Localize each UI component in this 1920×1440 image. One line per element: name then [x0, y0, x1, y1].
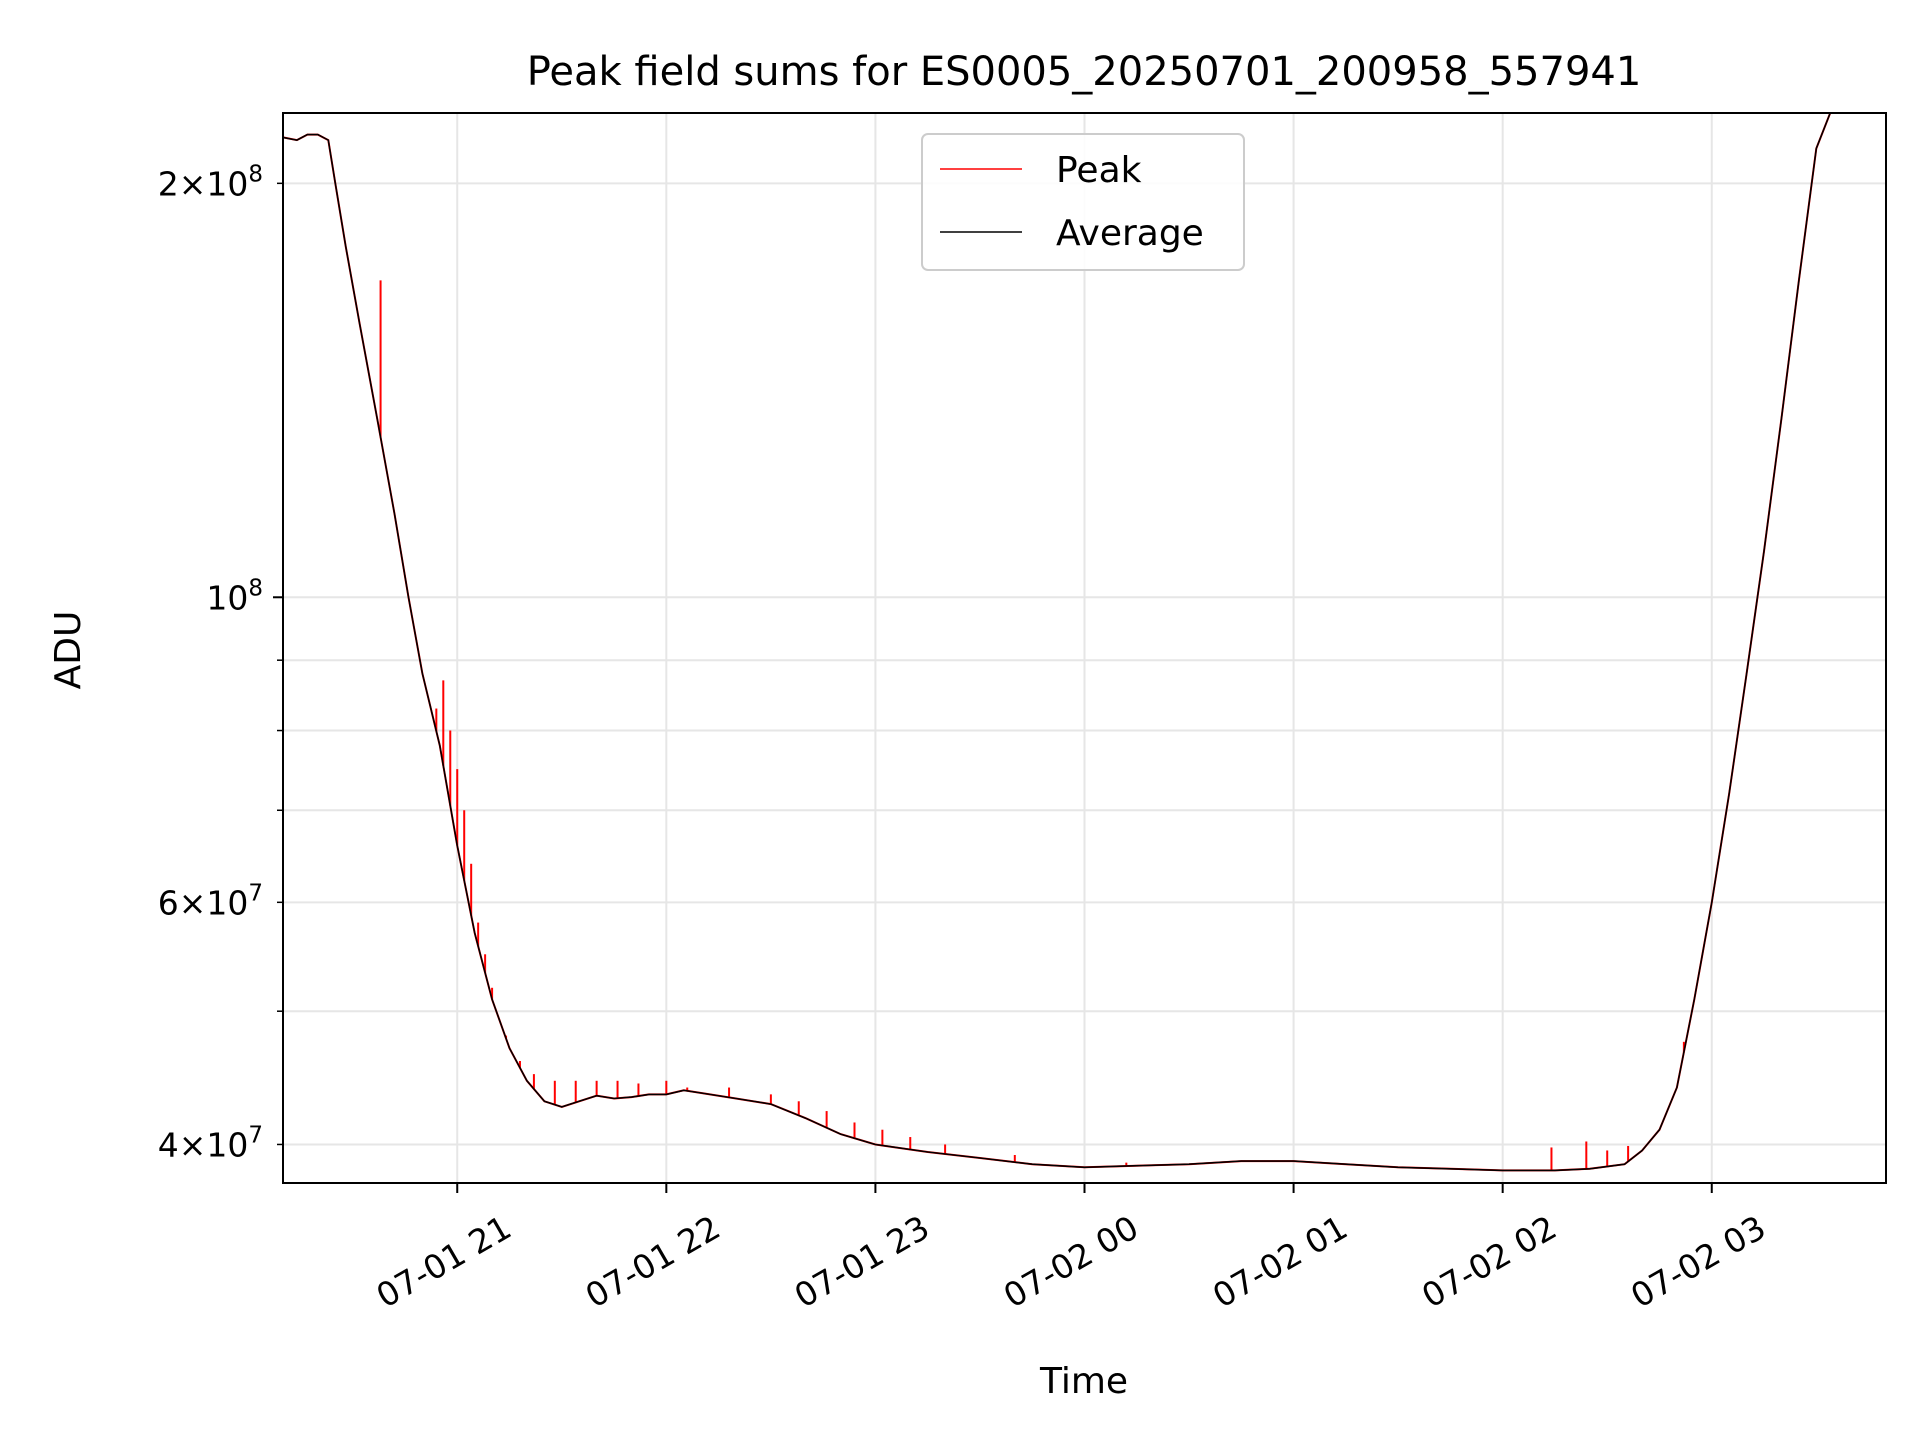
y-axis-label: ADU [48, 611, 89, 690]
chart-title: Peak field sums for ES0005_20250701_2009… [527, 49, 1642, 95]
legend: Peak Average [921, 133, 1245, 271]
x-axis-label: Time [1039, 1361, 1128, 1402]
y-tick-label: 6×107 [158, 880, 263, 922]
y-tick-label: 2×108 [158, 161, 263, 203]
y-tick-label: 4×107 [158, 1122, 263, 1164]
plot-area [283, 113, 1886, 1172]
series-line-average [283, 113, 1886, 1172]
legend-peak-label: Peak [1056, 150, 1142, 191]
legend-average-label: Average [1056, 213, 1204, 254]
legend-box [921, 133, 1245, 271]
y-tick-label: 108 [206, 575, 263, 617]
